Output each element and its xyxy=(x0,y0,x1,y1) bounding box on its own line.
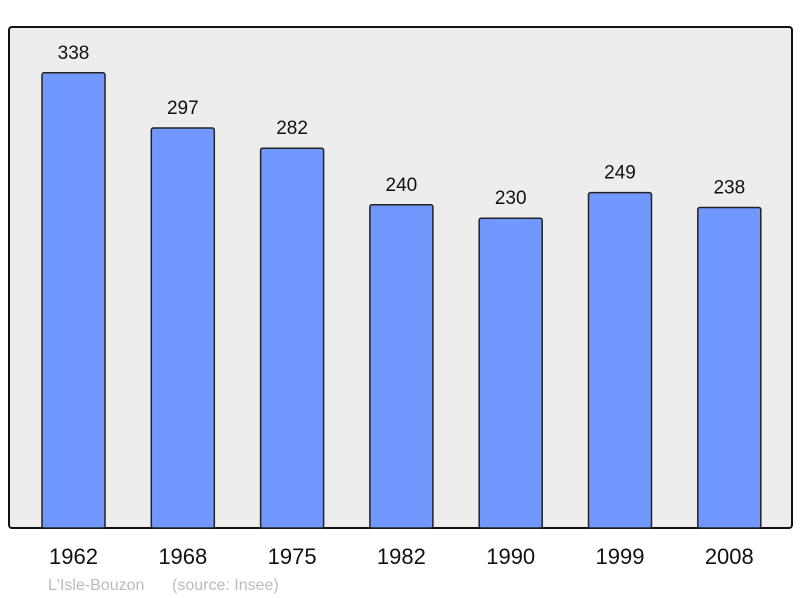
x-tick-label-1962: 1962 xyxy=(49,544,98,569)
x-tick-label-1999: 1999 xyxy=(596,544,645,569)
bar-1990 xyxy=(478,217,543,529)
footer-place: L'Isle-Bouzon xyxy=(48,577,144,594)
data-label-1990: 230 xyxy=(495,188,527,209)
x-tick-label-2008: 2008 xyxy=(705,544,754,569)
bar-2008 xyxy=(697,206,762,529)
footer-source: (source: Insee) xyxy=(172,577,279,594)
x-tick-label-1975: 1975 xyxy=(268,544,317,569)
x-tick-label-1990: 1990 xyxy=(486,544,535,569)
data-label-1962: 338 xyxy=(58,43,90,64)
data-label-1982: 240 xyxy=(386,175,418,196)
bar-1968 xyxy=(150,127,216,529)
data-label-1968: 297 xyxy=(167,98,199,119)
data-label-1975: 282 xyxy=(276,118,308,139)
bar-1975 xyxy=(259,147,325,529)
x-tick-label-1982: 1982 xyxy=(377,544,426,569)
bar-1982 xyxy=(369,204,434,529)
data-label-2008: 238 xyxy=(713,177,745,198)
bar-1999 xyxy=(587,191,653,529)
data-label-1999: 249 xyxy=(604,163,636,184)
x-tick-label-1968: 1968 xyxy=(158,544,207,569)
bar-1962 xyxy=(41,72,106,529)
